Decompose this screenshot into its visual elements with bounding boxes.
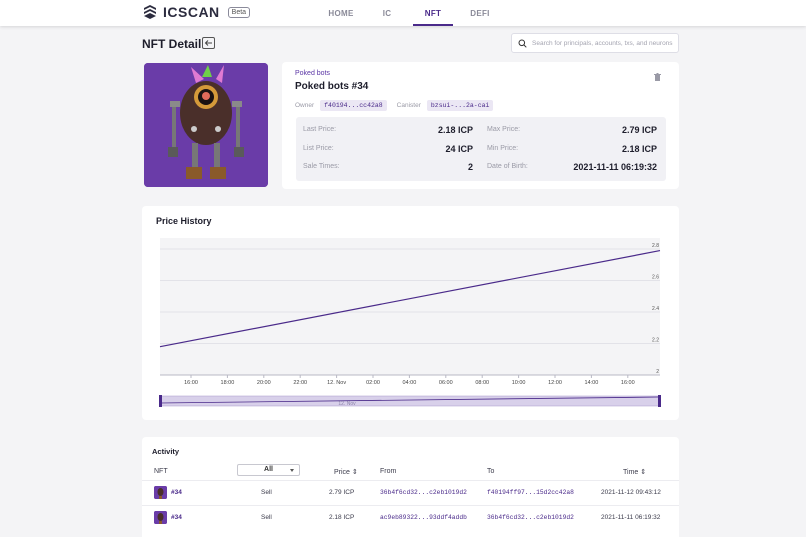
nft-name: Poked bots #34 — [295, 81, 369, 92]
list-price-label: List Price: — [303, 145, 334, 152]
table-row: #34 Sell 2.18 ICP ac9eb89322...93ddf4add… — [142, 506, 679, 530]
nav-nft[interactable]: NFT — [413, 0, 453, 26]
max-price-value: 2.79 ICP — [621, 125, 657, 135]
dob-label: Date of Birth: — [487, 163, 528, 170]
tx-price: 2.79 ICP — [329, 489, 355, 496]
nav-home[interactable]: HOME — [328, 8, 354, 18]
price-stats-panel: Last Price: 2.18 ICP Max Price: 2.79 ICP… — [296, 117, 666, 181]
y-tick-label: 2 — [656, 369, 659, 375]
nft-thumbnail[interactable] — [154, 511, 167, 524]
nft-thumbnail[interactable] — [154, 486, 167, 499]
robot-illustration — [144, 63, 268, 187]
x-tick-label: 16:00 — [184, 380, 198, 386]
last-price-value: 2.18 ICP — [437, 125, 473, 135]
nft-image — [144, 63, 268, 187]
divider — [142, 505, 679, 506]
nav-ic[interactable]: IC — [382, 8, 392, 18]
filter-value: All — [264, 466, 273, 473]
from-link[interactable]: ac9eb89322...93ddf4addb — [380, 514, 467, 521]
owner-chip[interactable]: f40194...cc42a8 — [320, 99, 387, 111]
price-history-card: Price History 2 2.2 2.4 2.6 2.8 16:00 18:00 20:… — [142, 206, 679, 420]
arrow-left-icon — [204, 40, 212, 46]
x-tick-label: 08:00 — [475, 380, 489, 386]
divider — [142, 480, 679, 481]
logo[interactable]: ICSCAN Beta — [142, 3, 251, 21]
x-tick-label: 16:00 — [621, 380, 635, 386]
nav-defi[interactable]: DEFI — [470, 8, 490, 18]
owner-canister-row: Owner f40194...cc42a8 Canister bzsui-...… — [295, 99, 503, 111]
min-price-value: 2.18 ICP — [621, 144, 657, 154]
tx-type: Sell — [261, 489, 272, 496]
x-tick-label: 18:00 — [221, 380, 235, 386]
token-link[interactable]: #34 — [171, 489, 182, 496]
table-row: #34 Sell 2.79 ICP 36b4f6cd32...c2eb1019d… — [142, 481, 679, 505]
search-icon — [518, 39, 527, 48]
x-tick-label: 22:00 — [293, 380, 307, 386]
nft-detail-card: Poked bots Poked bots #34 Owner f40194..… — [282, 62, 679, 189]
logo-text: ICSCAN — [163, 4, 220, 20]
dob-value: 2021-11-11 06:19:32 — [573, 162, 657, 172]
navigator-series — [159, 396, 661, 404]
navigator-handle-right — [658, 395, 661, 407]
y-tick-label: 2.8 — [652, 243, 659, 249]
max-price-label: Max Price: — [487, 126, 521, 133]
x-tick-label: 12. Nov — [327, 380, 346, 386]
navigator-handle-left — [159, 395, 162, 407]
col-time[interactable]: Time ⇕ — [623, 469, 647, 476]
price-history-chart[interactable]: 2 2.2 2.4 2.6 2.8 16:00 18:00 20:00 22:00 12. Nov… — [142, 206, 679, 420]
y-tick-label: 2.2 — [652, 338, 659, 344]
sale-times-label: Sale Times: — [303, 163, 340, 170]
back-button[interactable] — [202, 37, 215, 49]
canister-chip[interactable]: bzsui-...2a-cai — [426, 99, 494, 111]
collection-link[interactable]: Poked bots — [295, 70, 331, 77]
owner-label: Owner — [295, 101, 315, 109]
top-nav-bar: ICSCAN Beta HOME IC NFT DEFI — [0, 0, 806, 26]
canister-label: Canister — [396, 101, 421, 109]
col-nft: NFT — [154, 468, 168, 475]
trash-icon[interactable] — [654, 73, 661, 81]
tx-type: Sell — [261, 514, 272, 521]
x-tick-label: 06:00 — [439, 380, 453, 386]
x-tick-label: 14:00 — [585, 380, 599, 386]
x-tick-label: 12:00 — [548, 380, 562, 386]
tx-time: 2021-11-11 06:19:32 — [601, 514, 661, 521]
price-history-title: Price History — [156, 216, 212, 226]
col-from: From — [380, 468, 397, 475]
search-input[interactable]: Search for principals, accounts, txs, an… — [511, 33, 679, 53]
activity-card: Activity NFT All Price ⇕ From To Time ⇕ … — [142, 437, 679, 537]
last-price-label: Last Price: — [303, 126, 337, 133]
type-filter-select[interactable]: All — [237, 464, 300, 476]
y-tick-label: 2.4 — [652, 306, 659, 312]
x-tick-label: 02:00 — [366, 380, 380, 386]
token-link[interactable]: #34 — [171, 514, 182, 521]
y-tick-label: 2.6 — [652, 275, 659, 281]
from-link[interactable]: 36b4f6cd32...c2eb1019d2 — [380, 489, 467, 496]
x-tick-label: 20:00 — [257, 380, 271, 386]
beta-badge: Beta — [227, 6, 251, 18]
list-price-value: 24 ICP — [445, 144, 473, 154]
activity-title: Activity — [152, 447, 180, 456]
col-price[interactable]: Price ⇕ — [334, 469, 358, 476]
to-link[interactable]: 36b4f6cd32...c2eb1019d2 — [487, 514, 574, 521]
series-line — [159, 250, 661, 348]
min-price-label: Min Price: — [487, 145, 519, 152]
navigator-label: 12. Nov — [338, 401, 356, 407]
tx-time: 2021-11-12 09:43:12 — [601, 489, 661, 496]
chevron-down-icon — [290, 469, 294, 472]
to-link[interactable]: f40194ff97...15d2cc42a8 — [487, 489, 574, 496]
sale-times-value: 2 — [467, 162, 473, 172]
activity-header: NFT All Price ⇕ From To Time ⇕ — [142, 464, 679, 480]
tx-price: 2.18 ICP — [329, 514, 355, 521]
logo-icon — [144, 5, 156, 19]
page-title: NFT Detail — [142, 37, 202, 51]
search-placeholder: Search for principals, accounts, txs, an… — [532, 39, 673, 47]
x-tick-label: 04:00 — [403, 380, 417, 386]
col-to: To — [487, 468, 495, 475]
x-tick-label: 10:00 — [512, 380, 526, 386]
plot-area — [160, 238, 660, 375]
